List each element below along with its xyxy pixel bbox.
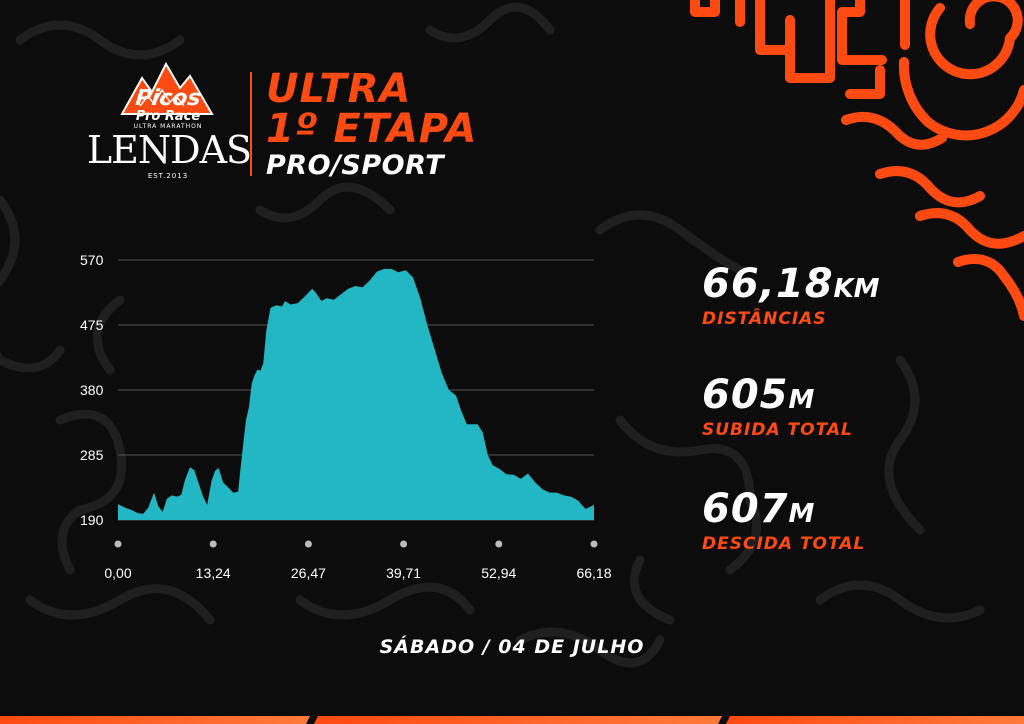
x-tick-label: 52,94 bbox=[481, 565, 516, 581]
x-tick-label: 0,00 bbox=[104, 565, 131, 581]
stat-distance-value: 66,18 bbox=[702, 261, 834, 307]
x-tick-label: 26,47 bbox=[291, 565, 326, 581]
logo-ultra-marathon-text: ULTRA MARATHON bbox=[133, 123, 203, 130]
stat-descent-unit: M bbox=[788, 499, 815, 529]
y-tick-label: 190 bbox=[80, 512, 104, 528]
title-line-ultra: ULTRA bbox=[266, 66, 412, 112]
x-tick-dot bbox=[114, 540, 122, 548]
x-tick-dot bbox=[209, 540, 217, 548]
stat-descent-label: DESCIDA TOTAL bbox=[702, 534, 866, 554]
title-divider bbox=[250, 72, 252, 176]
y-tick-label: 475 bbox=[80, 317, 104, 333]
stat-ascent: 605M SUBIDA TOTAL bbox=[702, 373, 853, 441]
stat-descent-value: 607 bbox=[702, 486, 789, 532]
stat-distance-label: DISTÂNCIAS bbox=[702, 309, 827, 329]
elevation-profile-chart: 570 475 380 285 190 0,00 13,24 26,47 39,71 52,94 6… bbox=[80, 252, 612, 581]
picos-lendas-logo: Picos Pro Race ULTRA MARATHON LENDAS EST… bbox=[80, 58, 252, 188]
x-tick-label: 66,18 bbox=[576, 565, 611, 581]
y-tick-label: 570 bbox=[80, 252, 104, 268]
stat-descent: 607M DESCIDA TOTAL bbox=[702, 487, 865, 555]
mountain-peaks-icon bbox=[120, 61, 214, 115]
x-tick-dot bbox=[590, 540, 598, 548]
stat-distance-unit: KM bbox=[833, 274, 880, 304]
elevation-area bbox=[118, 268, 594, 520]
y-tick-label: 285 bbox=[80, 447, 104, 463]
x-tick-label: 13,24 bbox=[196, 565, 231, 581]
title-line-stage: 1º ETAPA bbox=[266, 106, 478, 152]
logo-lendas-text: LENDAS bbox=[86, 128, 252, 172]
x-tick-dot bbox=[304, 540, 312, 548]
stat-distance: 66,18KM DISTÂNCIAS bbox=[702, 262, 880, 330]
stat-ascent-value: 605 bbox=[702, 372, 789, 418]
logo-picos-text: Picos bbox=[134, 86, 202, 111]
x-tick-label: 39,71 bbox=[386, 565, 421, 581]
x-tick-dot bbox=[400, 540, 408, 548]
x-tick-dot bbox=[495, 540, 503, 548]
logo-pro-race-text: Pro Race bbox=[135, 109, 201, 124]
title-line-category: PRO/SPORT bbox=[266, 150, 445, 181]
stat-ascent-unit: M bbox=[788, 385, 815, 415]
bottom-gradient-bar bbox=[0, 716, 1024, 724]
y-tick-label: 380 bbox=[80, 382, 104, 398]
event-date: SÁBADO / 04 DE JULHO bbox=[379, 636, 645, 658]
stat-ascent-label: SUBIDA TOTAL bbox=[702, 420, 853, 440]
logo-est-text: EST.2013 bbox=[147, 172, 189, 180]
aztec-pattern-decoration bbox=[690, 0, 1024, 321]
